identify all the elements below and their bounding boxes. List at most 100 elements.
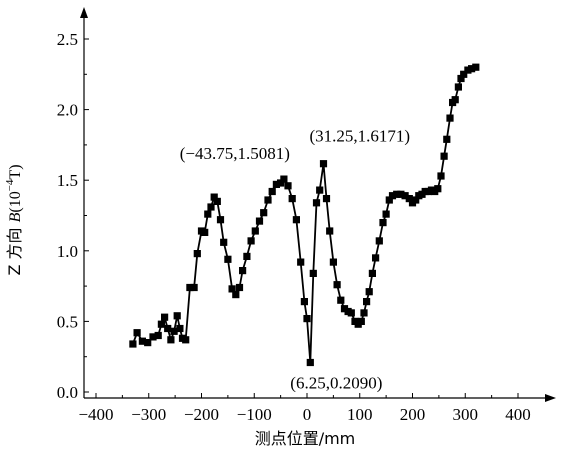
y-axis-arrow [80, 7, 88, 18]
series-layer [129, 63, 480, 367]
data-point [167, 336, 175, 344]
y-tick-label: 1.5 [57, 171, 78, 190]
data-point [375, 237, 383, 245]
data-point [388, 192, 397, 200]
data-point [363, 298, 371, 306]
data-point [472, 63, 480, 71]
data-point [368, 269, 376, 277]
data-point [434, 185, 442, 193]
data-point [280, 175, 288, 183]
data-point [213, 197, 221, 205]
x-tick-label: −400 [78, 405, 113, 424]
data-point [235, 283, 244, 292]
annotation-layer: (−43.75,1.5081) (31.25,1.6171) (6.25,0.209… [180, 127, 410, 393]
y-axis-title-symbol: B [7, 212, 24, 222]
data-point [182, 336, 190, 344]
data-point [306, 358, 314, 367]
data-point [133, 329, 141, 337]
data-point [210, 193, 218, 201]
data-point [193, 250, 201, 258]
data-point [397, 190, 405, 198]
data-point [272, 180, 280, 188]
data-point [288, 195, 296, 203]
y-axis-title-unit: T) [7, 164, 24, 179]
point-annotation: (−43.75,1.5081) [180, 144, 290, 163]
data-point [319, 160, 328, 168]
x-tick-label: 400 [505, 405, 531, 424]
y-tick-label: 2.5 [57, 30, 78, 49]
data-point [347, 309, 355, 317]
x-tick-label: 100 [347, 405, 373, 424]
data-point [451, 96, 459, 104]
data-point [457, 74, 465, 83]
axes: −400 −300 −200 −100 0 100 200 300 400 0.0 0.5 1.0 1.… [57, 7, 556, 424]
data-point [170, 327, 178, 335]
data-point [260, 209, 268, 217]
data-point [224, 255, 232, 263]
data-point [337, 296, 345, 304]
data-point [247, 237, 255, 245]
data-point [164, 324, 172, 333]
x-axis-arrow [545, 394, 556, 402]
data-point [157, 320, 165, 328]
x-tick-label: −100 [237, 405, 272, 424]
data-point [382, 210, 390, 218]
y-axis-title: Z 方向 B(10−4T) [4, 164, 24, 275]
data-point [216, 216, 225, 224]
data-point [326, 227, 334, 235]
data-point [176, 324, 184, 333]
x-tick-label: −300 [131, 405, 166, 424]
data-point [437, 172, 445, 180]
data-point [303, 315, 311, 323]
data-point [190, 283, 198, 292]
data-point [379, 219, 387, 227]
data-point [405, 195, 413, 203]
data-point [372, 254, 380, 262]
data-point [360, 309, 368, 317]
data-point [357, 317, 365, 325]
data-point [268, 187, 276, 196]
data-point [161, 313, 169, 321]
y-tick-label: 1.0 [57, 242, 78, 261]
data-point [446, 114, 454, 122]
data-point [251, 227, 259, 235]
data-point [312, 199, 321, 207]
data-point [333, 281, 341, 289]
y-tick-label: 2.0 [57, 101, 78, 120]
data-point [204, 210, 212, 218]
point-annotation: (6.25,0.2090) [290, 373, 382, 392]
data-point [284, 182, 292, 190]
data-point [154, 331, 162, 340]
data-point [401, 192, 409, 200]
data-point [129, 340, 137, 348]
data-point [277, 179, 285, 187]
y-tick-label: 0.5 [57, 312, 78, 331]
data-point [385, 196, 393, 204]
data-point [443, 135, 451, 143]
data-point [264, 196, 272, 204]
data-point [460, 70, 468, 78]
y-tick-label: 0.0 [57, 383, 78, 402]
data-point [255, 217, 264, 225]
y-axis-title-part: (10 [7, 191, 24, 212]
y-axis-title-exponent: −4 [4, 179, 16, 191]
data-point [138, 337, 146, 345]
data-point [232, 291, 240, 299]
data-point [316, 186, 324, 194]
data-point [468, 65, 476, 73]
x-tick-label: −200 [184, 405, 219, 424]
x-axis-title: 测点位置/mm [255, 429, 356, 448]
y-axis-title-text: Z 方向 B(10−4T) [4, 164, 24, 275]
data-point [297, 258, 305, 266]
x-tick-label: 0 [303, 405, 312, 424]
data-point [309, 269, 317, 277]
data-point [207, 203, 215, 211]
data-point [300, 298, 308, 306]
data-point [322, 195, 331, 203]
data-point [144, 339, 152, 347]
data-point [440, 152, 448, 160]
data-point [149, 333, 157, 341]
data-point [454, 83, 462, 91]
x-tick-label: 300 [453, 405, 479, 424]
